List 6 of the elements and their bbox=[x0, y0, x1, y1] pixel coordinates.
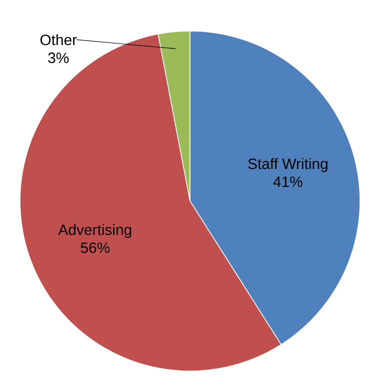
slice-label: Staff Writing bbox=[248, 158, 328, 172]
data-label: 56% bbox=[80, 242, 110, 253]
slice-label: Advertising bbox=[58, 224, 132, 238]
slice-label: Other bbox=[40, 34, 77, 46]
data-label: 3% bbox=[48, 52, 69, 64]
data-label: 41% bbox=[273, 176, 302, 187]
